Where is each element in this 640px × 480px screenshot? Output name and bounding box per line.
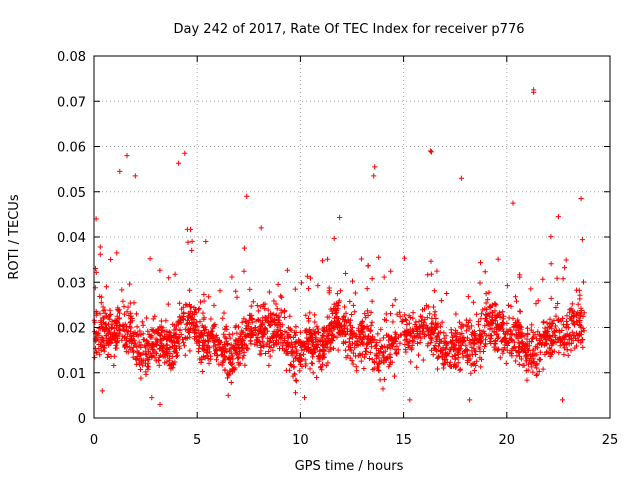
y-tick-label: 0.02	[57, 322, 86, 337]
y-tick-label: 0.03	[57, 276, 86, 291]
chart-title: Day 242 of 2017, Rate Of TEC Index for r…	[174, 22, 525, 37]
y-tick-label: 0.08	[57, 50, 86, 65]
x-tick-label: 15	[395, 433, 412, 448]
x-tick-label: 5	[193, 433, 201, 448]
x-tick-label: 10	[292, 433, 309, 448]
y-tick-label: 0	[78, 412, 86, 427]
y-tick-label: 0.04	[57, 231, 86, 246]
y-tick-label: 0.07	[57, 95, 86, 110]
axis-ticks: 0 5 10 15 20 25 0 0.01 0.02 0.03 0.04 0.05 0.06 0.07 0…	[57, 50, 618, 448]
x-tick-label: 25	[602, 433, 619, 448]
x-tick-label: 20	[499, 433, 516, 448]
roti-points	[91, 87, 587, 407]
y-tick-label: 0.01	[57, 367, 86, 382]
x-axis-label: GPS time / hours	[295, 459, 404, 474]
y-tick-label: 0.05	[57, 186, 86, 201]
y-tick-label: 0.06	[57, 141, 86, 156]
y-axis-label: ROTI / TECUs	[7, 194, 22, 279]
grid-lines	[94, 56, 610, 418]
data-points	[91, 87, 587, 407]
x-tick-label: 0	[90, 433, 98, 448]
